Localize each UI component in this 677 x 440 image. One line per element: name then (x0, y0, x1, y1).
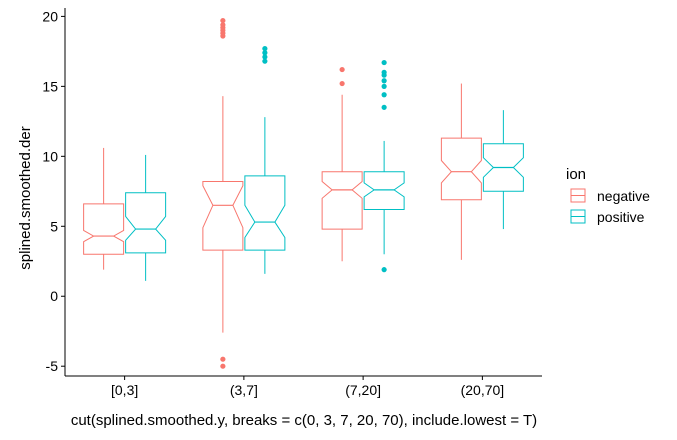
box-negative (202, 17, 244, 369)
outlier-point (262, 45, 268, 52)
notched-box (202, 181, 244, 251)
notched-box (83, 203, 125, 255)
x-tick-label: (3,7] (230, 382, 258, 398)
y-tick-label: 5 (50, 218, 58, 234)
legend-item-positive: positive (570, 209, 645, 225)
x-tick-label: (7,20] (345, 382, 381, 398)
box-negative (440, 83, 482, 260)
outlier-point (381, 78, 387, 84)
outlier-point (220, 363, 226, 369)
x-axis-label: cut(splined.smoothed.y, breaks = c(0, 3,… (71, 412, 537, 429)
y-axis-label: splined.smoothed.der (17, 126, 34, 269)
box-positive (125, 154, 167, 281)
box-negative (321, 66, 363, 262)
notched-box (244, 175, 286, 251)
notched-box (363, 171, 405, 210)
outlier-point (339, 80, 345, 87)
box-positive (482, 110, 524, 230)
box-positive (363, 59, 405, 273)
outlier-point (220, 22, 226, 28)
outlier-point (381, 92, 387, 98)
outlier-point (220, 17, 226, 24)
y-tick-label: 0 (50, 288, 58, 304)
outlier-point (381, 104, 387, 110)
y-tick-label: 10 (42, 148, 58, 164)
legend-items: negative positive (570, 188, 650, 225)
x-tick-label: (20,70] (461, 382, 505, 398)
y-tick-label: -5 (46, 358, 59, 374)
y-axis-ticks: -5 0 5 10 15 20 (42, 8, 65, 374)
legend-label: negative (597, 188, 650, 204)
outlier-point (339, 66, 345, 73)
legend: ion negative positive (566, 166, 650, 225)
legend-title: ion (566, 166, 586, 183)
y-tick-label: 20 (42, 8, 58, 24)
notched-box (125, 192, 167, 254)
legend-label: positive (597, 209, 645, 225)
legend-item-negative: negative (570, 188, 650, 204)
outlier-point (381, 83, 387, 89)
x-tick-label: [0,3] (111, 382, 138, 398)
y-tick-label: 15 (42, 78, 58, 94)
outlier-point (220, 356, 226, 362)
outlier-point (262, 50, 268, 56)
notched-box (321, 171, 363, 230)
box-negative (83, 147, 125, 270)
outlier-point (381, 267, 387, 273)
outlier-point (262, 58, 268, 64)
x-axis-ticks: [0,3] (3,7] (7,20] (20,70] (111, 376, 504, 398)
outlier-point (262, 54, 268, 60)
plot-panel (83, 17, 524, 369)
outlier-point (381, 59, 387, 66)
box-positive (244, 45, 286, 274)
outlier-point (381, 69, 387, 75)
notched-box (440, 137, 482, 201)
